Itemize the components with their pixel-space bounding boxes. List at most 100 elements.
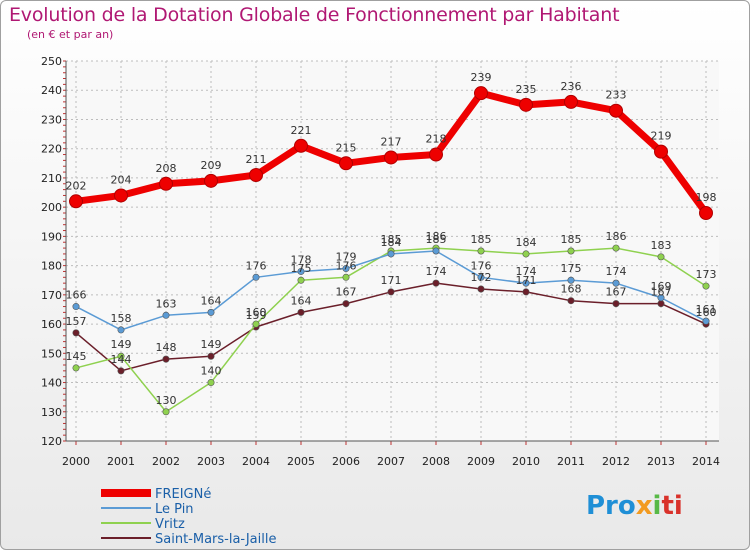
data-label: 209 [201,159,222,172]
data-label: 221 [291,124,312,137]
data-label: 174 [426,265,447,278]
data-label: 144 [111,353,132,366]
data-point [522,279,530,287]
data-label: 174 [606,265,627,278]
data-point [207,308,215,316]
data-label: 167 [651,286,672,299]
data-label: 164 [291,294,312,307]
data-label: 236 [561,80,582,93]
data-point [702,317,710,325]
data-label: 149 [201,338,222,351]
data-point [477,273,485,281]
data-label: 145 [66,350,87,363]
data-label: 176 [471,259,492,272]
data-point [297,276,305,284]
data-point [69,194,83,209]
x-tick-label: 2010 [512,455,540,468]
data-label: 183 [651,239,672,252]
data-point [294,138,308,153]
y-tick-label: 200 [41,201,62,214]
data-label: 208 [156,162,177,175]
data-point [117,326,125,334]
data-label: 174 [516,265,537,278]
y-tick-label: 170 [41,289,62,302]
x-tick-label: 2011 [557,455,585,468]
legend-label: Saint-Mars-la-Jaille [155,532,276,547]
data-label: 172 [471,271,492,284]
data-label: 178 [291,253,312,266]
data-label: 157 [66,315,87,328]
y-tick-label: 190 [41,230,62,243]
data-label: 176 [246,259,267,272]
x-tick-label: 2004 [242,455,270,468]
x-tick-label: 2005 [287,455,315,468]
chart-subtitle: (en € et par an) [27,28,114,41]
data-label: 218 [426,133,447,146]
grid [66,60,719,442]
data-point [474,86,488,101]
data-label: 235 [516,83,537,96]
data-point [477,285,485,293]
data-point [72,364,80,372]
data-label: 185 [561,233,582,246]
x-tick-label: 2001 [107,455,135,468]
data-point [72,303,80,311]
data-point [114,188,128,203]
data-point [252,320,260,328]
data-label: 219 [651,130,672,143]
data-point [162,408,170,416]
data-point [567,297,575,305]
data-point [72,329,80,337]
data-label: 176 [336,259,357,272]
axes: 120 130 140 150 160 170 180 190 200 210 220 230 240 2… [41,55,720,468]
data-label: 161 [696,303,717,316]
data-label: 148 [156,341,177,354]
data-label: 167 [336,286,357,299]
data-label: 186 [426,230,447,243]
data-point [477,247,485,255]
data-label: 173 [696,268,717,281]
data-label: 185 [426,233,447,246]
data-point [249,168,263,182]
data-label: 159 [246,309,267,322]
data-point [162,355,170,363]
data-label: 186 [606,230,627,243]
data-label: 166 [66,289,87,302]
data-label: 217 [381,135,402,148]
data-point [342,265,350,273]
chart-title: Evolution de la Dotation Globale de Fonc… [9,4,620,26]
data-point [567,276,575,284]
data-point [657,300,665,308]
legend-label: Le Pin [155,502,194,517]
data-point [117,352,125,360]
data-point [612,244,620,252]
data-point [609,103,623,118]
data-label: 204 [111,173,132,186]
data-point [567,247,575,255]
data-label: 130 [156,394,177,407]
y-tick-label: 210 [41,172,62,185]
data-point [387,250,395,258]
data-point [342,273,350,281]
data-point [117,367,125,375]
data-point [432,247,440,255]
data-point [207,379,215,387]
data-point [297,308,305,316]
x-tick-label: 2006 [332,455,360,468]
data-label: 168 [561,283,582,296]
y-tick-label: 180 [41,260,62,273]
x-tick-label: 2000 [62,455,90,468]
data-label: 179 [336,251,357,264]
data-point [162,311,170,319]
data-label: 160 [696,306,717,319]
data-point [432,279,440,287]
y-tick-label: 230 [41,113,62,126]
data-point [702,282,710,290]
y-tick-label: 120 [41,435,62,448]
data-label: 169 [651,280,672,293]
data-point [204,173,218,188]
data-point [339,156,353,171]
data-label: 171 [516,274,537,287]
data-label: 140 [201,365,222,378]
